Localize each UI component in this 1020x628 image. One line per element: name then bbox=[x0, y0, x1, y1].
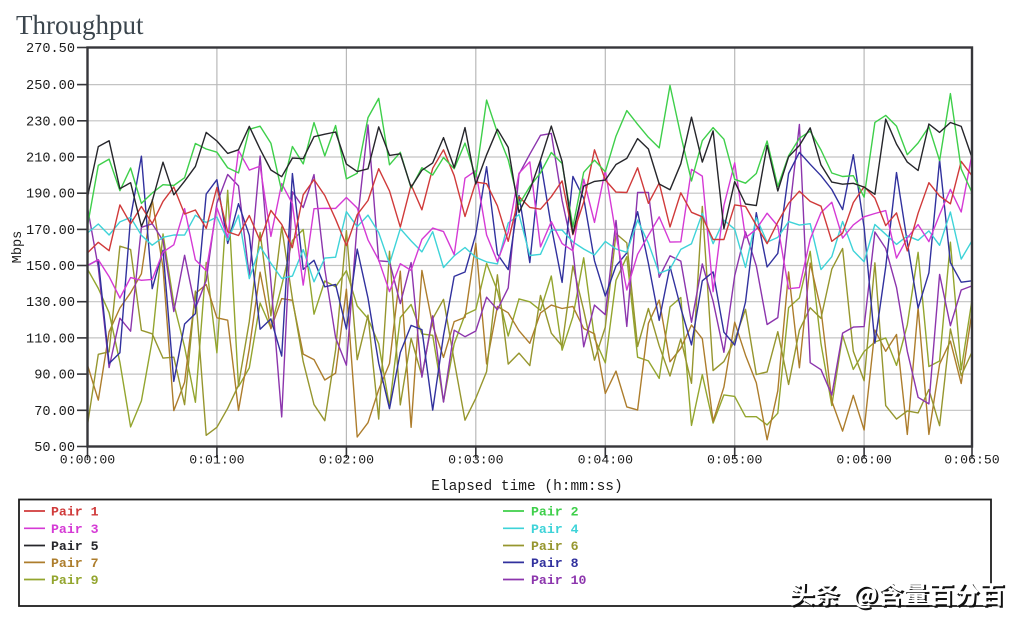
svg-text:170.00: 170.00 bbox=[26, 224, 75, 239]
svg-text:Pair 1: Pair 1 bbox=[51, 505, 99, 520]
svg-text:0:01:00: 0:01:00 bbox=[189, 453, 244, 468]
svg-text:210.00: 210.00 bbox=[26, 152, 75, 167]
svg-text:230.00: 230.00 bbox=[26, 115, 75, 130]
svg-text:0:00:00: 0:00:00 bbox=[60, 453, 115, 468]
svg-text:Pair 5: Pair 5 bbox=[51, 539, 99, 554]
svg-text:Pair 8: Pair 8 bbox=[531, 556, 579, 571]
svg-text:90.00: 90.00 bbox=[34, 369, 75, 384]
svg-text:Elapsed time (h:mm:ss): Elapsed time (h:mm:ss) bbox=[431, 479, 622, 495]
svg-text:70.00: 70.00 bbox=[34, 405, 75, 420]
svg-text:0:03:00: 0:03:00 bbox=[448, 453, 503, 468]
svg-text:Mbps: Mbps bbox=[11, 231, 26, 264]
svg-text:Pair 10: Pair 10 bbox=[531, 573, 586, 588]
svg-text:130.00: 130.00 bbox=[26, 296, 75, 311]
svg-text:190.00: 190.00 bbox=[26, 188, 75, 203]
svg-text:Pair 3: Pair 3 bbox=[51, 522, 99, 537]
svg-text:Pair 2: Pair 2 bbox=[531, 505, 579, 520]
svg-text:150.00: 150.00 bbox=[26, 260, 75, 275]
svg-text:0:06:00: 0:06:00 bbox=[836, 453, 891, 468]
svg-text:Pair 6: Pair 6 bbox=[531, 539, 579, 554]
svg-text:0:06:50: 0:06:50 bbox=[944, 453, 999, 468]
svg-text:0:02:00: 0:02:00 bbox=[319, 453, 374, 468]
svg-text:250.00: 250.00 bbox=[26, 79, 75, 94]
svg-text:Pair 4: Pair 4 bbox=[531, 522, 579, 537]
svg-text:50.00: 50.00 bbox=[34, 441, 75, 456]
svg-text:0:04:00: 0:04:00 bbox=[578, 453, 633, 468]
svg-text:Pair 7: Pair 7 bbox=[51, 556, 99, 571]
svg-text:Pair 9: Pair 9 bbox=[51, 573, 99, 588]
svg-text:0:05:00: 0:05:00 bbox=[707, 453, 762, 468]
svg-text:110.00: 110.00 bbox=[26, 332, 75, 347]
svg-text:270.50: 270.50 bbox=[26, 42, 75, 57]
